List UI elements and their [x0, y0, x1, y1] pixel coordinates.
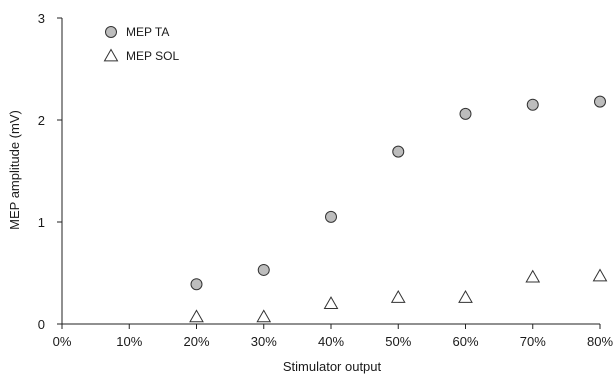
- x-tick-label: 60%: [452, 334, 478, 349]
- data-point: [594, 95, 606, 108]
- data-point: [525, 269, 541, 283]
- x-tick-label: 40%: [318, 334, 344, 349]
- y-tick-label: 2: [38, 113, 45, 128]
- x-tick-label: 80%: [587, 334, 613, 349]
- legend-label: MEP SOL: [126, 49, 179, 63]
- x-axis-title: Stimulator output: [283, 359, 382, 374]
- legend-marker: [103, 48, 119, 62]
- data-point: [325, 210, 337, 223]
- y-tick-label: 0: [38, 317, 45, 332]
- series-mep-ta: [190, 95, 606, 291]
- x-tick-label: 10%: [116, 334, 142, 349]
- data-point: [257, 263, 270, 276]
- data-point: [256, 309, 272, 323]
- y-axis: 0 1 2 3: [38, 11, 63, 332]
- data-point: [390, 289, 406, 303]
- legend: MEP TA MEP SOL: [103, 25, 179, 63]
- x-tick-label: 50%: [385, 334, 411, 349]
- legend-marker: [105, 26, 117, 38]
- data-point: [190, 278, 203, 291]
- data-point: [392, 145, 405, 158]
- data-point: [189, 309, 204, 323]
- data-point: [323, 296, 339, 309]
- data-point: [459, 107, 472, 120]
- y-axis-title: MEP amplitude (mV): [7, 110, 22, 230]
- legend-label: MEP TA: [126, 25, 169, 39]
- y-tick-label: 3: [38, 11, 45, 26]
- legend-item: MEP TA: [105, 25, 169, 39]
- legend-item: MEP SOL: [103, 48, 179, 63]
- plot-area: [189, 95, 608, 323]
- data-point: [458, 289, 473, 303]
- series-mep-sol: [189, 268, 608, 323]
- x-tick-label: 30%: [251, 334, 277, 349]
- data-point: [526, 98, 539, 111]
- x-tick-label: 0%: [53, 334, 72, 349]
- x-axis: 0% 10% 20% 30% 40% 50% 60% 70% 80%: [53, 323, 613, 349]
- x-tick-label: 20%: [183, 334, 209, 349]
- y-tick-label: 1: [38, 215, 45, 230]
- data-point: [592, 268, 608, 282]
- x-tick-label: 70%: [520, 334, 546, 349]
